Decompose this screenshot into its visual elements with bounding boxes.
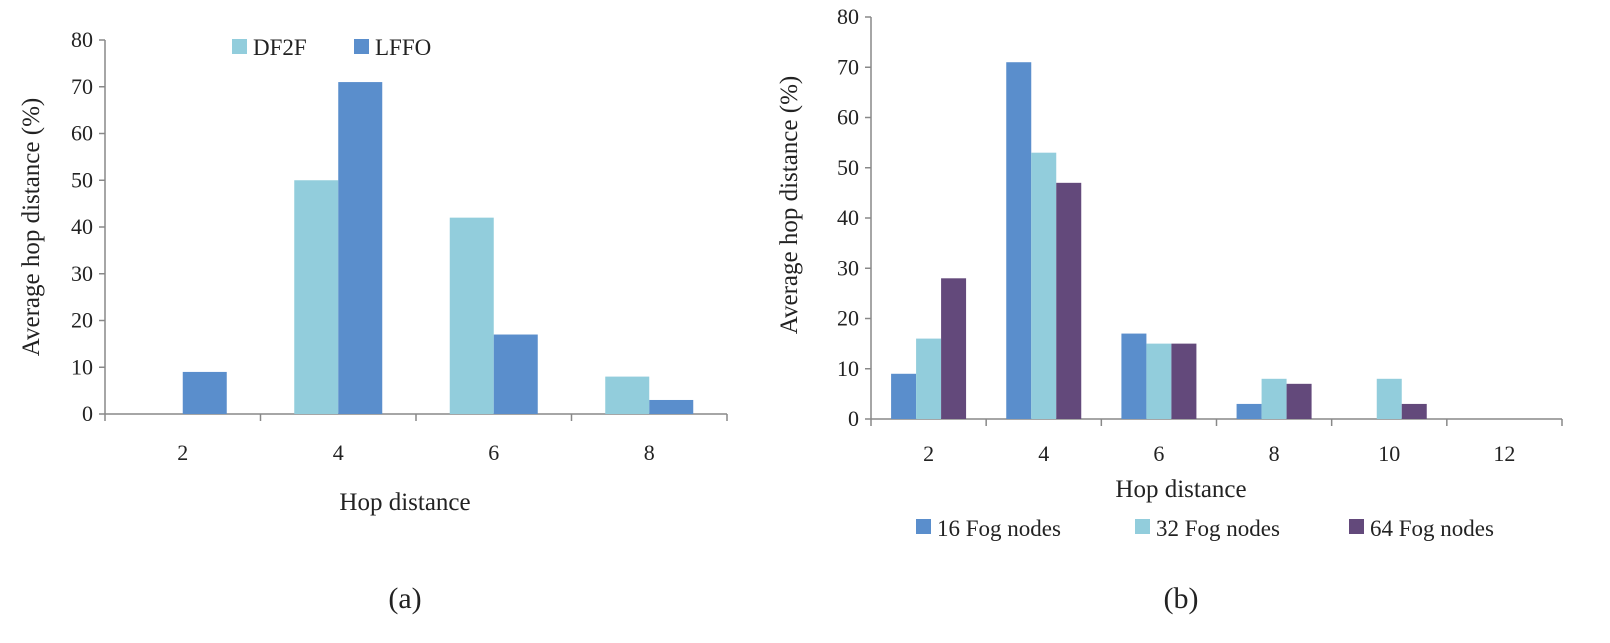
bar-16-fog-nodes-4 <box>1006 62 1032 419</box>
chart-b-bars <box>891 62 1427 420</box>
chart-b-x-ticks: 2 4 6 8 10 12 <box>870 419 1563 466</box>
y-tick-label: 70 <box>71 74 93 99</box>
legend-label-df2f: DF2F <box>253 35 307 60</box>
bar-lffo-2 <box>182 371 227 414</box>
y-tick-label: 40 <box>837 205 859 230</box>
legend-swatch-64-fog-nodes <box>1349 519 1364 534</box>
bar-16-fog-nodes-8 <box>1236 403 1262 419</box>
chart-b-y-axis-title: Average hop distance (%) <box>776 76 803 334</box>
x-tick-label: 2 <box>177 440 188 465</box>
y-tick-label: 10 <box>71 354 93 379</box>
x-tick-label: 6 <box>1153 441 1164 466</box>
bar-df2f-8 <box>605 376 650 414</box>
legend-label-64-fog-nodes: 64 Fog nodes <box>1370 516 1494 541</box>
y-tick-label: 0 <box>82 401 93 426</box>
y-tick-label: 20 <box>837 306 859 331</box>
bar-16-fog-nodes-2 <box>891 373 917 419</box>
chart-a-y-ticks: 0 10 20 30 40 50 60 70 80 <box>71 27 105 426</box>
bar-64-fog-nodes-6 <box>1171 343 1197 419</box>
chart-b-y-ticks: 0 10 20 30 40 50 60 70 80 <box>837 4 871 431</box>
y-tick-label: 50 <box>837 155 859 180</box>
bar-16-fog-nodes-6 <box>1121 333 1147 419</box>
chart-a-x-ticks: 2 4 6 8 <box>104 414 728 465</box>
legend-label-lffo: LFFO <box>375 35 431 60</box>
bar-64-fog-nodes-4 <box>1056 182 1082 419</box>
legend-label-16-fog-nodes: 16 Fog nodes <box>937 516 1061 541</box>
bar-32-fog-nodes-8 <box>1261 378 1287 419</box>
y-tick-label: 50 <box>71 167 93 192</box>
chart-a-caption: (a) <box>388 582 421 615</box>
bar-64-fog-nodes-2 <box>941 278 967 419</box>
x-tick-label: 2 <box>923 441 934 466</box>
chart-a-legend: DF2F LFFO <box>232 35 431 60</box>
bar-32-fog-nodes-10 <box>1376 378 1402 419</box>
chart-a: 0 10 20 30 40 50 60 70 80 2 4 6 8 Average hop dista… <box>18 27 728 615</box>
y-tick-label: 40 <box>71 214 93 239</box>
bar-df2f-6 <box>449 217 494 414</box>
bar-lffo-6 <box>493 334 538 414</box>
x-tick-label: 8 <box>644 440 655 465</box>
x-tick-label: 12 <box>1493 441 1515 466</box>
x-tick-label: 10 <box>1378 441 1400 466</box>
x-tick-label: 6 <box>488 440 499 465</box>
x-tick-label: 4 <box>333 440 344 465</box>
y-tick-label: 10 <box>837 356 859 381</box>
legend-label-32-fog-nodes: 32 Fog nodes <box>1156 516 1280 541</box>
y-tick-label: 60 <box>71 121 93 146</box>
x-tick-label: 4 <box>1038 441 1049 466</box>
chart-b: 0 10 20 30 40 50 60 70 80 2 4 6 8 10 12 Average hop d… <box>776 4 1563 615</box>
y-tick-label: 60 <box>837 105 859 130</box>
chart-a-bars <box>182 82 694 414</box>
bar-lffo-4 <box>338 82 383 414</box>
y-tick-label: 70 <box>837 54 859 79</box>
bar-df2f-4 <box>294 180 339 414</box>
bar-64-fog-nodes-10 <box>1401 403 1427 419</box>
legend-swatch-16-fog-nodes <box>916 519 931 534</box>
bar-lffo-8 <box>649 399 694 414</box>
legend-swatch-df2f <box>232 39 247 54</box>
bar-32-fog-nodes-4 <box>1031 152 1057 420</box>
x-tick-label: 8 <box>1269 441 1280 466</box>
y-tick-label: 30 <box>71 261 93 286</box>
y-tick-label: 80 <box>71 27 93 52</box>
chart-b-legend: 16 Fog nodes 32 Fog nodes 64 Fog nodes <box>916 516 1494 541</box>
y-tick-label: 20 <box>71 308 93 333</box>
legend-swatch-lffo <box>354 39 369 54</box>
bar-64-fog-nodes-8 <box>1286 383 1312 419</box>
legend-swatch-32-fog-nodes <box>1135 519 1150 534</box>
bar-32-fog-nodes-6 <box>1146 343 1172 419</box>
chart-b-x-axis-title: Hop distance <box>1115 476 1246 503</box>
bar-32-fog-nodes-2 <box>916 338 942 419</box>
y-tick-label: 30 <box>837 255 859 280</box>
chart-a-y-axis-title: Average hop distance (%) <box>18 98 45 356</box>
y-tick-label: 0 <box>848 406 859 431</box>
chart-a-x-axis-title: Hop distance <box>339 489 470 516</box>
y-tick-label: 80 <box>837 4 859 29</box>
chart-b-caption: (b) <box>1164 582 1199 615</box>
